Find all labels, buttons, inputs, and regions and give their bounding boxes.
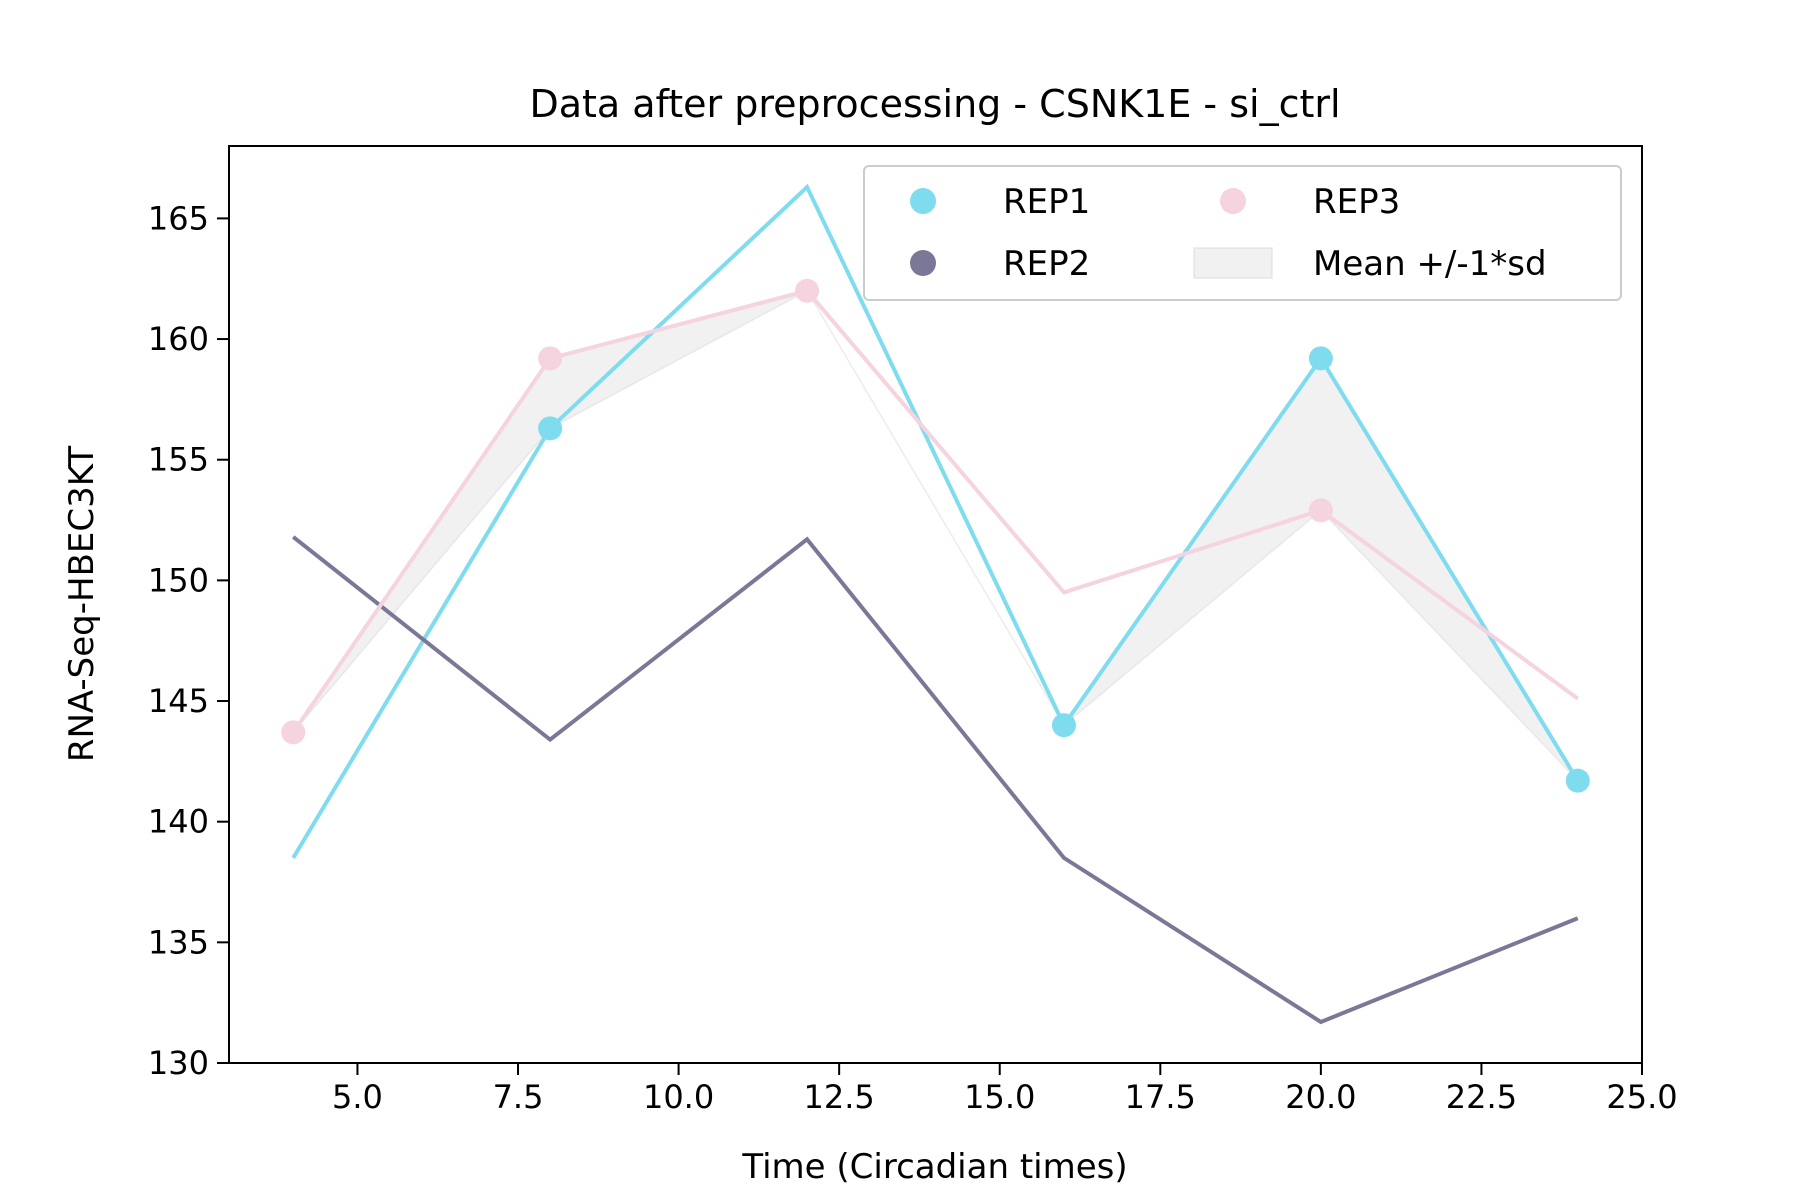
y-tick-label: 150 [148,561,209,599]
legend-label-rep1: REP1 [1003,182,1090,222]
x-tick-label: 20.0 [1285,1078,1356,1116]
x-tick-label: 25.0 [1606,1078,1677,1116]
data-point-rep1-0 [538,416,563,441]
chart-title: Data after preprocessing - CSNK1E - si_c… [529,82,1340,126]
x-axis-label: Time (Circadian times) [741,1147,1127,1187]
legend: REP1 REP2 REP3 Mean +/-1*sd [863,165,1622,301]
x-tick-label: 15.0 [964,1078,1035,1116]
y-tick-label: 155 [148,441,209,479]
legend-marker-rep1 [910,188,936,214]
y-tick-label: 135 [148,923,209,961]
series-line-rep1 [291,183,1580,859]
legend-label-mean-1-sd: Mean +/-1*sd [1313,244,1547,284]
legend-marker-rep2 [910,250,936,276]
legend-box [863,165,1622,301]
data-point-rep1-3 [1565,768,1590,793]
x-axis-ticks: 5.0 7.5 10.0 12.5 15.0 17.5 20.0 22.5 25.0 [332,1063,1678,1116]
y-tick-label: 165 [148,199,209,237]
data-point-rep3-3 [1308,498,1333,523]
y-tick-label: 130 [148,1044,209,1082]
series-line-rep2 [291,535,1579,1025]
data-point-rep1-2 [1308,346,1333,371]
x-tick-label: 10.0 [643,1078,714,1116]
x-tick-label: 22.5 [1446,1078,1517,1116]
data-point-rep3-0 [281,720,306,745]
x-tick-label: 17.5 [1125,1078,1196,1116]
y-axis-label: RNA-Seq-HBEC3KT [62,446,102,763]
x-tick-label: 12.5 [804,1078,875,1116]
y-tick-label: 145 [148,682,209,720]
plot-frame [228,145,1643,1064]
y-tick-label: 140 [148,803,209,841]
data-point-rep1-1 [1051,713,1076,738]
y-axis-ticks: 130 135 140 145 150 155 160 165 [148,199,229,1082]
legend-marker-rep3 [1220,188,1246,214]
legend-marker-mean-1-sd [1193,247,1273,279]
y-tick-label: 160 [148,320,209,358]
series-line-rep3 [291,288,1579,734]
legend-label-rep3: REP3 [1313,182,1400,222]
legend-label-rep2: REP2 [1003,244,1090,284]
x-tick-label: 5.0 [332,1078,383,1116]
plot-area [281,183,1590,1025]
data-point-rep3-1 [538,346,563,371]
x-tick-label: 7.5 [493,1078,544,1116]
data-point-rep3-2 [795,278,820,303]
